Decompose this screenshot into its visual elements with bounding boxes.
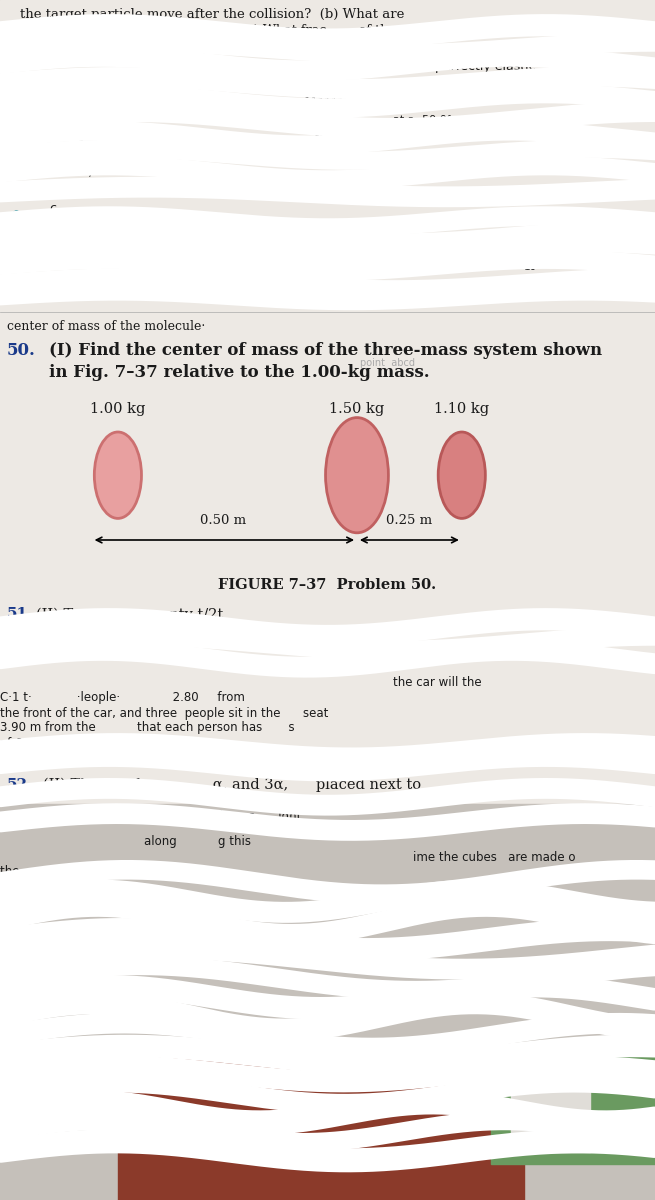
Text: pell·: pell·	[7, 79, 30, 89]
Text: 1.00 kg: 1.00 kg	[90, 402, 145, 416]
Text: (II) T           an empty t/2t: (II) T an empty t/2t	[36, 607, 223, 622]
Text: in Fig. 7–37 relative to the 1.00-kg mass.: in Fig. 7–37 relative to the 1.00-kg mas…	[49, 364, 430, 380]
Text: 10: 10	[524, 262, 537, 271]
Text: *4....  ...A: *4.... ...A	[7, 60, 60, 70]
Bar	[491, 1056, 655, 1164]
Text: C·1 t·            ·leople·              2.80     from: C·1 t· ·leople· 2.80 from	[0, 691, 245, 704]
Text: (II) Three cubes           α, and 3α,      placed next to: (II) Three cubes α, and 3α, placed next …	[43, 778, 421, 792]
Text: ←  ·  ·: ← · ·	[144, 206, 173, 216]
Text: the target particle move after the collision?  (b) What are: the target particle move after the colli…	[20, 8, 404, 22]
Text: along           g this: along g this	[144, 835, 251, 848]
Text: ·lrect·  and the: ·lrect· and the	[7, 133, 83, 143]
Text: ·13: ·13	[7, 278, 23, 288]
Text: 50.: 50.	[7, 342, 35, 359]
Text: 1.50 kg: 1.50 kg	[329, 402, 384, 416]
Text: ·lrect·  and the: ·lrect· and the	[7, 115, 88, 125]
Circle shape	[94, 432, 141, 518]
Text: uup·    ·,·1   ·al·1: uup· ·,·1 ·al·1	[7, 151, 92, 161]
Text: ·e·1   ·al·1         ,: ·e·1 ·al·1 ,	[7, 168, 92, 178]
Text: ime the cubes   are made o: ime the cubes are made o	[413, 851, 575, 864]
Text: 3.90 m from the           that each person has       s: 3.90 m from the that each person has s	[0, 721, 295, 734]
Text: centers along a      ight: centers along a ight	[164, 810, 301, 823]
Text: ·a: ·a	[524, 607, 536, 620]
Text: ...es a perfectly elastic: ...es a perfectly elastic	[393, 60, 536, 73]
Text: the front of the car, and three  people sit in the      seat: the front of the car, and three people s…	[0, 707, 328, 720]
Text: the final speeds of         particles? (c) What frac-       of the: the final speeds of particles? (c) What …	[20, 24, 396, 37]
Bar	[0, 804, 655, 1200]
Text: the car will the: the car will the	[393, 676, 481, 689]
Text: 52.: 52.	[7, 778, 33, 792]
Text: (I) Find the center of mass of the three-mass system shown: (I) Find the center of mass of the three…	[49, 342, 602, 359]
Circle shape	[438, 432, 485, 518]
Bar	[0, 0, 655, 804]
Text: at a -50.0°: at a -50.0°	[393, 115, 452, 125]
Text: c: c	[49, 203, 56, 215]
Text: of the         / at a -50.0°: of the / at a -50.0°	[314, 133, 436, 143]
Text: the       uniform: the uniform	[0, 865, 92, 878]
Text: noon at: noon at	[7, 97, 49, 107]
Text: 1.10 kg: 1.10 kg	[434, 402, 489, 416]
Text: ... result ....el ...: ... result ....el ...	[328, 79, 410, 89]
Text: r: r	[7, 244, 11, 253]
Text: of 65 kg.: of 65 kg.	[0, 737, 52, 750]
Text: FIGURE 7–37  Problem 50.: FIGURE 7–37 Problem 50.	[218, 578, 437, 593]
Bar	[118, 1056, 524, 1200]
Text: kinetic energy is transferred?: kinetic energy is transferred?	[66, 40, 257, 53]
Text: ·111111·  ·111 its    ·le: ·111111· ·111 its ·le	[301, 97, 419, 107]
Text: 51: 51	[7, 607, 28, 622]
Text: center of mass of the molecule·: center of mass of the molecule·	[7, 320, 205, 334]
Text: and: and	[458, 244, 478, 253]
Circle shape	[326, 418, 388, 533]
Text: the: the	[557, 278, 574, 288]
Text: 0.50 m: 0.50 m	[200, 515, 246, 527]
Text: point  abcd: point abcd	[360, 358, 415, 367]
Text: ·ll·: ·ll·	[7, 262, 19, 271]
Text: 0.25 m: 0.25 m	[386, 515, 432, 527]
Bar	[511, 1068, 590, 1152]
